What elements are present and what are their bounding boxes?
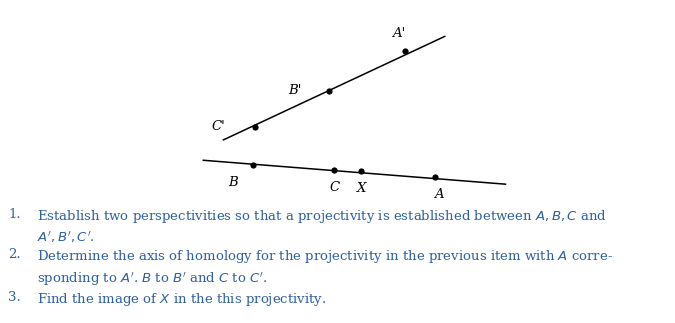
Text: sponding to $A'$. $B$ to $B'$ and $C$ to $C'$.: sponding to $A'$. $B$ to $B'$ and $C$ to…: [37, 270, 267, 288]
Text: B: B: [228, 176, 238, 189]
Text: A: A: [434, 188, 443, 201]
Text: C: C: [329, 181, 339, 194]
Text: Establish two perspectivities so that a projectivity is established between $A, : Establish two perspectivities so that a …: [37, 208, 607, 225]
Text: 3.: 3.: [8, 291, 21, 304]
Text: B': B': [288, 84, 302, 97]
Text: 1.: 1.: [8, 208, 21, 221]
Text: C': C': [211, 120, 225, 133]
Text: A': A': [392, 27, 405, 40]
Text: Find the image of $X$ in the this projectivity.: Find the image of $X$ in the this projec…: [37, 291, 327, 308]
Text: $A', B', C'$.: $A', B', C'$.: [37, 230, 95, 245]
Text: Determine the axis of homology for the projectivity in the previous item with $A: Determine the axis of homology for the p…: [37, 248, 613, 266]
Text: 2.: 2.: [8, 248, 21, 261]
Text: X: X: [356, 182, 366, 195]
